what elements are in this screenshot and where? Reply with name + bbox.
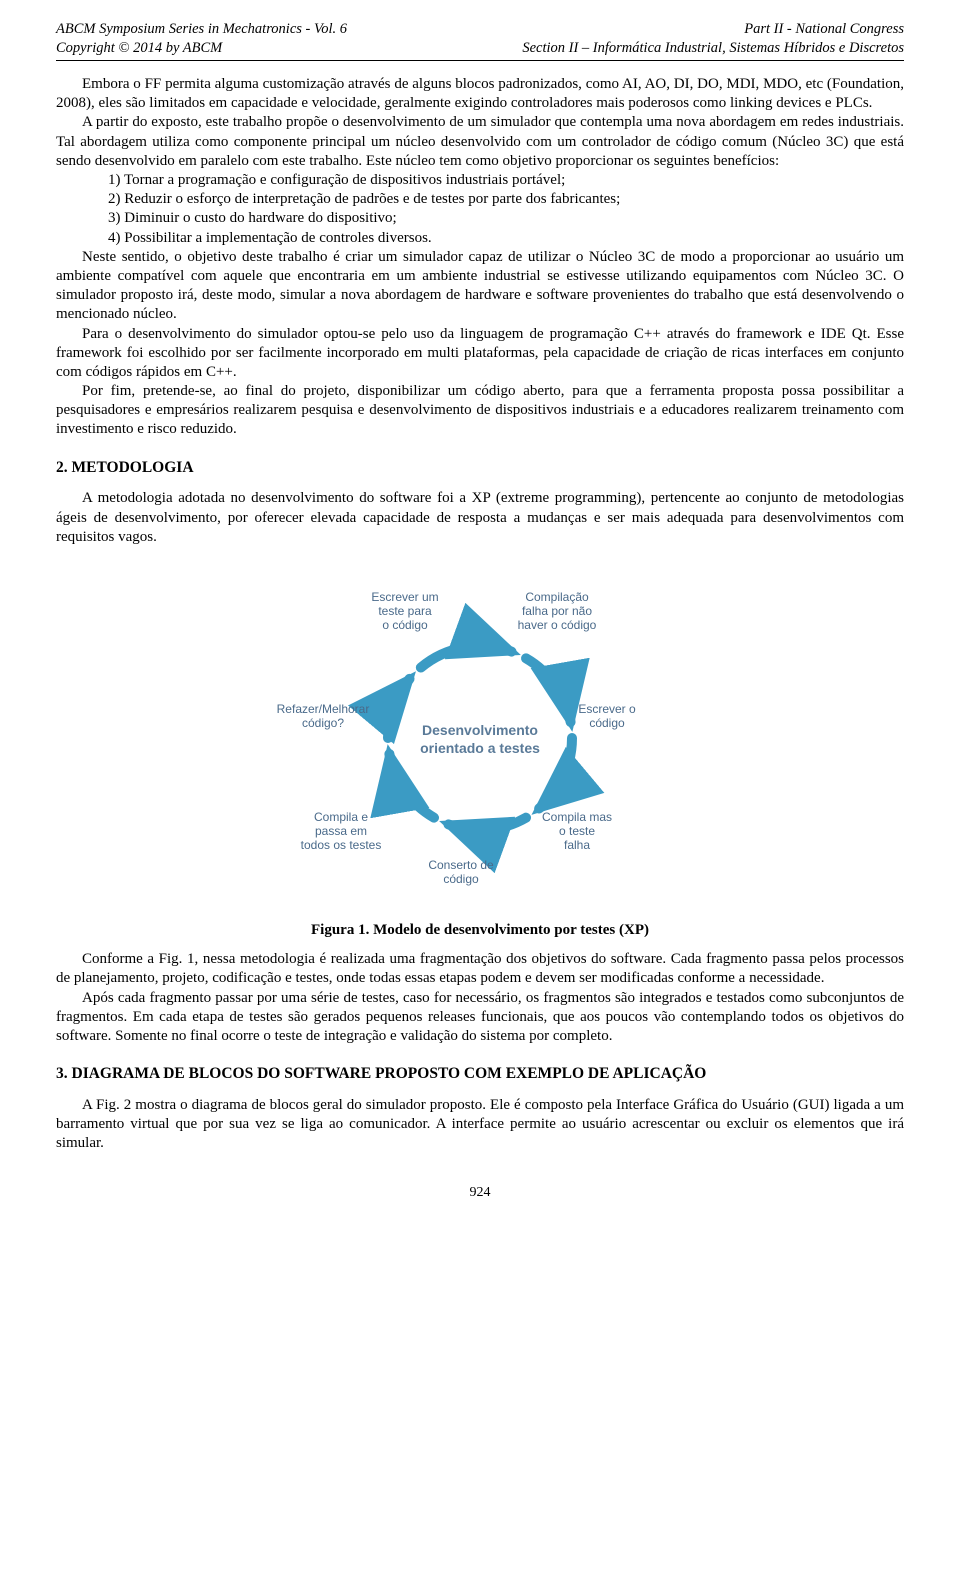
svg-text:Escrever um: Escrever um (371, 590, 438, 604)
afterfig-paragraph: Após cada fragmento passar por uma série… (56, 989, 904, 1047)
series-title: ABCM Symposium Series in Mechatronics - … (56, 20, 347, 39)
afterfig-paragraph: Conforme a Fig. 1, nessa metodologia é r… (56, 950, 904, 988)
svg-text:falha por não: falha por não (522, 604, 592, 618)
section3-paragraph: A Fig. 2 mostra o diagrama de blocos ger… (56, 1096, 904, 1154)
svg-text:Conserto de: Conserto de (428, 858, 494, 872)
svg-text:orientado a testes: orientado a testes (420, 740, 540, 756)
list-item: 3) Diminuir o custo do hardware do dispo… (108, 209, 904, 228)
body-paragraph: Neste sentido, o objetivo deste trabalho… (56, 248, 904, 325)
svg-text:o código: o código (382, 618, 428, 632)
list-item: 4) Possibilitar a implementação de contr… (108, 229, 904, 248)
body-paragraph: A partir do exposto, este trabalho propõ… (56, 113, 904, 171)
section3-title: 3. DIAGRAMA DE BLOCOS DO SOFTWARE PROPOS… (56, 1064, 904, 1084)
body-paragraph: Para o desenvolvimento do simulador opto… (56, 325, 904, 383)
header-right: Part II - National Congress Section II –… (522, 20, 904, 57)
body-paragraph: Embora o FF permita alguma customização … (56, 75, 904, 113)
svg-text:Desenvolvimento: Desenvolvimento (422, 722, 538, 738)
svg-text:passa em: passa em (315, 824, 367, 838)
svg-text:Escrever o: Escrever o (578, 702, 636, 716)
svg-text:haver o código: haver o código (518, 618, 597, 632)
svg-text:o teste: o teste (559, 824, 595, 838)
figure-1: Desenvolvimento orientado a testes Escreve… (56, 563, 904, 940)
svg-text:código?: código? (302, 716, 344, 730)
section2-title: 2. METODOLOGIA (56, 458, 904, 478)
copyright: Copyright © 2014 by ABCM (56, 39, 347, 58)
svg-text:todos os testes: todos os testes (301, 838, 382, 852)
figure-1-caption: Figura 1. Modelo de desenvolvimento por … (56, 921, 904, 940)
svg-text:teste para: teste para (378, 604, 432, 618)
body-paragraph: Por fim, pretende-se, ao final do projet… (56, 382, 904, 440)
svg-text:código: código (589, 716, 625, 730)
svg-text:Compila mas: Compila mas (542, 810, 612, 824)
list-item: 2) Reduzir o esforço de interpretação de… (108, 190, 904, 209)
svg-text:Compilação: Compilação (525, 590, 589, 604)
section-title-header: Section II – Informática Industrial, Sis… (522, 39, 904, 58)
page-header: ABCM Symposium Series in Mechatronics - … (56, 20, 904, 61)
part-title: Part II - National Congress (522, 20, 904, 39)
cycle-diagram: Desenvolvimento orientado a testes Escreve… (265, 563, 695, 913)
header-left: ABCM Symposium Series in Mechatronics - … (56, 20, 347, 57)
section2-paragraph: A metodologia adotada no desenvolvimento… (56, 489, 904, 547)
svg-text:Refazer/Melhorar: Refazer/Melhorar (277, 702, 370, 716)
svg-text:Compila e: Compila e (314, 810, 368, 824)
svg-text:falha: falha (564, 838, 590, 852)
page-number: 924 (56, 1184, 904, 1202)
svg-text:código: código (443, 872, 479, 886)
list-item: 1) Tornar a programação e configuração d… (108, 171, 904, 190)
